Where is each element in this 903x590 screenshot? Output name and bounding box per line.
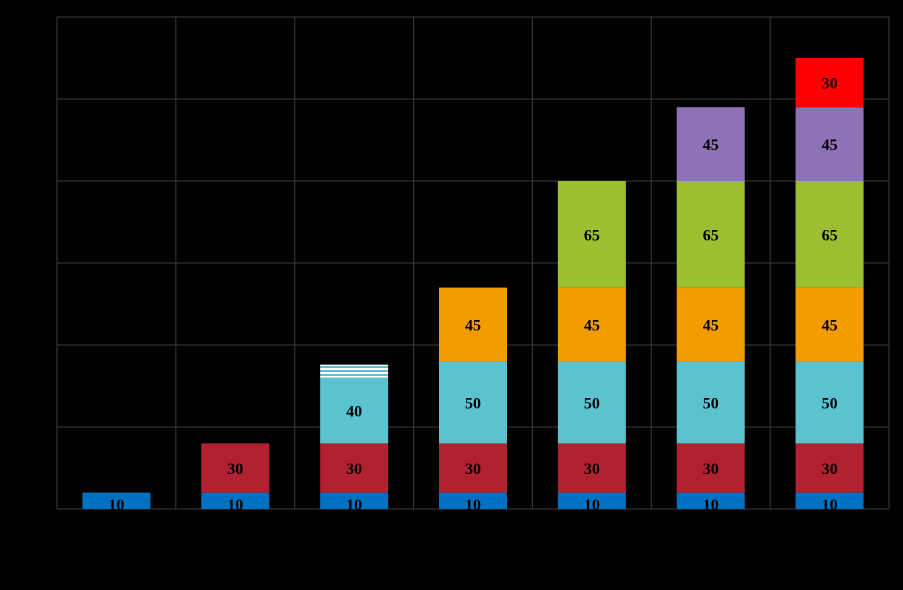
bar-segment [320,443,389,493]
bar-segment [795,287,864,362]
data-label: 10 [227,497,243,514]
bar-segment [795,58,864,108]
data-label: 45 [822,137,838,154]
bar-segment [795,492,864,509]
bar-segment [201,492,270,509]
bar-segment [795,443,864,493]
data-label: 65 [822,227,838,244]
data-label: 30 [584,461,600,478]
data-label: 30 [822,461,838,478]
bar-segment [676,361,745,444]
bar-segment [320,492,389,509]
bar-segment [557,287,626,362]
bar-segment [439,287,507,362]
data-label: 65 [703,227,719,244]
bar-segment [557,181,626,288]
bar-segment [795,361,864,444]
bar-segment [82,492,151,509]
data-label: 50 [822,395,838,412]
bar-segment [676,181,745,288]
bar-segment [557,361,626,444]
data-label: 30 [346,461,362,478]
data-label: 40 [346,404,362,421]
data-label: 10 [822,497,838,514]
data-label: 45 [703,137,719,154]
data-label: 30 [822,76,838,93]
bar-segment [557,492,626,509]
data-label: 30 [465,461,481,478]
data-label: 65 [584,227,600,244]
bar-segment [320,377,389,444]
bars-layer [82,58,864,509]
data-label: 10 [465,497,481,514]
data-label: 10 [703,497,719,514]
data-label: 45 [703,318,719,335]
data-label: 45 [465,318,481,335]
bar-segment [557,443,626,493]
data-label: 45 [822,318,838,335]
data-label: 45 [584,318,600,335]
data-label: 50 [703,395,719,412]
data-label: 10 [584,497,600,514]
bar-segment [676,107,745,181]
bar-segment [676,287,745,362]
data-label: 50 [465,395,481,412]
data-label: 30 [703,461,719,478]
bar-segment [795,181,864,288]
data-label: 10 [108,497,124,514]
bar-segment [201,443,270,493]
data-label: 10 [346,497,362,514]
bar-segment [320,364,389,378]
data-label: 30 [227,461,243,478]
data-label: 50 [584,395,600,412]
bar-segment [439,361,507,444]
bar-segment [439,443,507,493]
bar-segment [795,107,864,181]
bar-segment [676,492,745,509]
bar-segment [439,492,507,509]
labels-layer: 10 10 30 10 30 40 10 30 50 45 10 30 50 45 65 10 30 50 45 65… [108,76,837,514]
bar-segment [676,443,745,493]
